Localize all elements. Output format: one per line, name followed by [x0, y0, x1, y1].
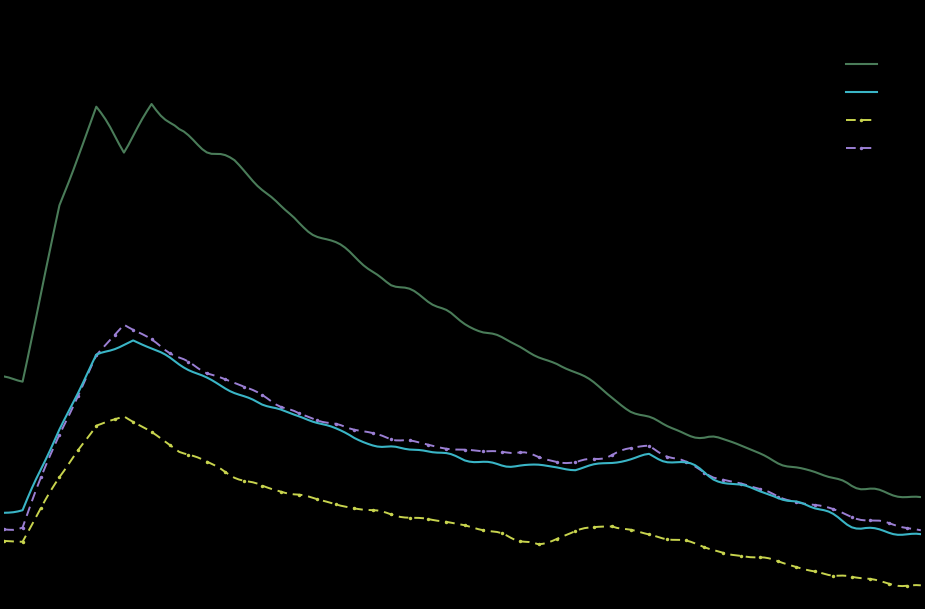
Legend: , , , : , , , [845, 58, 887, 155]
